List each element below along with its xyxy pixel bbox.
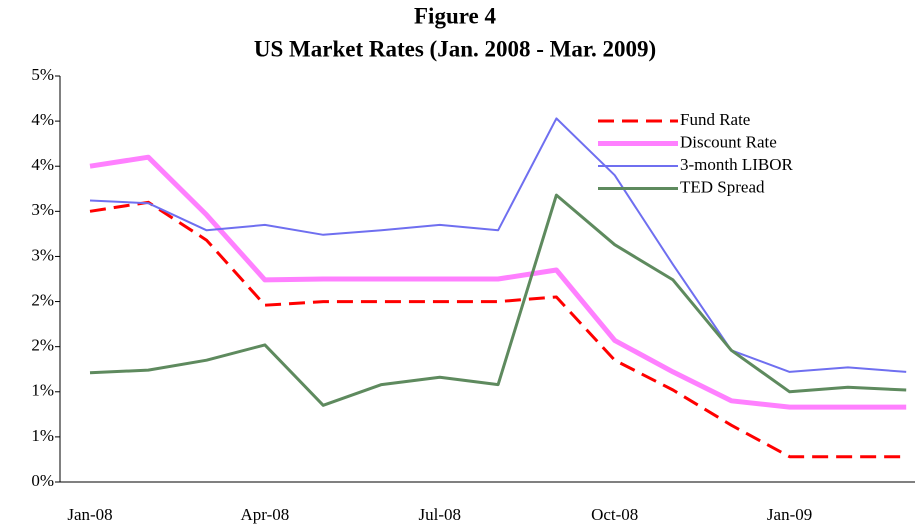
legend-label: Discount Rate <box>680 132 777 151</box>
x-tick-label: Apr-08 <box>241 505 290 524</box>
y-tick-label: 1% <box>31 381 54 400</box>
x-tick-label: Oct-08 <box>591 505 638 524</box>
series-line <box>89 117 907 373</box>
y-tick-label: 5% <box>31 65 54 84</box>
chart-title: Figure 4 <box>414 3 496 28</box>
series-line <box>89 154 907 410</box>
y-tick-label: 2% <box>31 290 54 309</box>
y-tick-label: 2% <box>31 336 54 355</box>
y-tick-label: 0% <box>31 471 54 490</box>
legend-label: 3-month LIBOR <box>680 155 794 174</box>
y-tick-label: 3% <box>31 200 54 219</box>
y-tick-label: 1% <box>31 426 54 445</box>
legend-label: TED Spread <box>680 177 765 196</box>
series-line <box>89 193 907 407</box>
series-line <box>89 200 907 459</box>
x-tick-label: Jul-08 <box>419 505 462 524</box>
chart-subtitle: US Market Rates (Jan. 2008 - Mar. 2009) <box>254 36 656 61</box>
x-tick-label: Jan-08 <box>67 505 112 524</box>
x-tick-label: Jan-09 <box>767 505 812 524</box>
legend-label: Fund Rate <box>680 110 750 129</box>
y-tick-label: 4% <box>31 155 54 174</box>
y-tick-label: 3% <box>31 245 54 264</box>
y-tick-label: 4% <box>31 110 54 129</box>
